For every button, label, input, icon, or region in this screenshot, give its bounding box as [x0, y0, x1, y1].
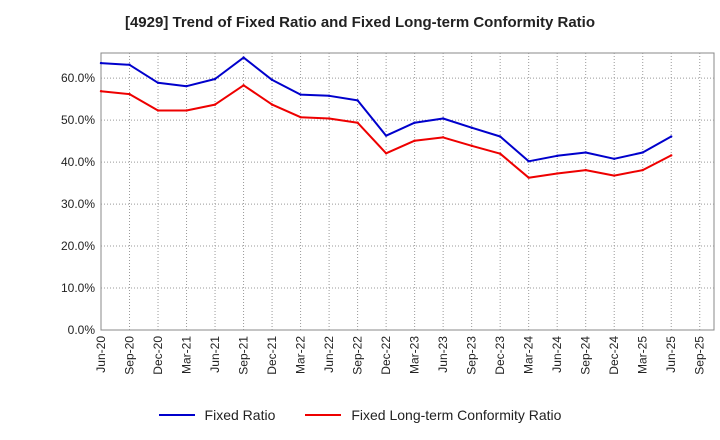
- data-point-fixed-long-term-conformity-ratio: [613, 174, 616, 177]
- data-point-fixed-long-term-conformity-ratio: [670, 154, 673, 157]
- x-tick-label: Mar-24: [522, 336, 536, 374]
- x-tick-label: Jun-22: [322, 336, 336, 373]
- x-tick-label: Sep-20: [123, 336, 137, 375]
- data-point-fixed-long-term-conformity-ratio: [498, 152, 502, 155]
- x-tick-label: Dec-21: [265, 336, 279, 375]
- x-tick-label: Dec-20: [151, 336, 165, 375]
- data-point-fixed-ratio: [413, 121, 416, 124]
- x-tick-label: Jun-24: [550, 336, 564, 373]
- data-point-fixed-long-term-conformity-ratio: [356, 121, 359, 124]
- data-point-fixed-ratio: [156, 81, 160, 84]
- data-point-fixed-long-term-conformity-ratio: [441, 136, 445, 139]
- data-point-fixed-long-term-conformity-ratio: [584, 168, 587, 172]
- x-tick-label: Jun-25: [664, 336, 678, 373]
- data-point-fixed-ratio: [527, 160, 530, 163]
- x-tick-label: Sep-23: [465, 336, 479, 375]
- legend-label-fixed-ratio: Fixed Ratio: [204, 407, 276, 423]
- data-point-fixed-long-term-conformity-ratio: [213, 103, 217, 106]
- data-point-fixed-ratio: [470, 126, 473, 129]
- legend-label-fixed-long-term-conformity-ratio: Fixed Long-term Conformity Ratio: [351, 407, 562, 423]
- data-point-fixed-ratio: [441, 117, 445, 120]
- x-tick-label: Jun-20: [94, 336, 108, 373]
- y-tick-label: 10.0%: [61, 281, 95, 295]
- data-point-fixed-long-term-conformity-ratio: [470, 144, 473, 147]
- series-layer: [99, 56, 673, 179]
- axes: 0.0% 10.0% 20.0% 30.0% 40.0% 50.0% 60.0% Jun-20…: [61, 71, 707, 375]
- data-point-fixed-long-term-conformity-ratio: [99, 89, 103, 93]
- plot-area: [100, 52, 715, 331]
- x-tick-label: Jun-23: [436, 336, 450, 373]
- data-point-fixed-long-term-conformity-ratio: [156, 109, 160, 112]
- data-point-fixed-ratio: [128, 63, 131, 66]
- data-point-fixed-long-term-conformity-ratio: [413, 139, 416, 142]
- y-tick-label: 30.0%: [61, 197, 95, 211]
- x-tick-label: Jun-21: [208, 336, 222, 373]
- y-tick-label: 50.0%: [61, 113, 95, 127]
- legend-item-fixed-long-term-conformity-ratio: Fixed Long-term Conformity Ratio: [305, 407, 561, 423]
- data-point-fixed-long-term-conformity-ratio: [299, 116, 302, 119]
- data-point-fixed-ratio: [498, 135, 502, 138]
- data-point-fixed-ratio: [242, 56, 245, 59]
- x-tick-label: Mar-22: [294, 336, 308, 374]
- grid-layer: [100, 52, 715, 331]
- data-point-fixed-long-term-conformity-ratio: [327, 117, 331, 120]
- y-tick-label: 60.0%: [61, 71, 95, 85]
- legend-swatch-fixed-ratio: [158, 414, 195, 416]
- data-point-fixed-long-term-conformity-ratio: [384, 152, 388, 155]
- data-point-fixed-long-term-conformity-ratio: [128, 92, 131, 96]
- x-tick-label: Dec-22: [379, 336, 393, 375]
- data-point-fixed-ratio: [327, 94, 331, 98]
- data-point-fixed-ratio: [356, 99, 359, 102]
- data-point-fixed-ratio: [99, 61, 103, 65]
- data-point-fixed-ratio: [384, 134, 388, 137]
- x-tick-label: Sep-24: [579, 336, 593, 375]
- data-point-fixed-ratio: [670, 135, 673, 138]
- chart-title: [4929] Trend of Fixed Ratio and Fixed Lo…: [124, 14, 596, 31]
- y-tick-label: 20.0%: [61, 239, 95, 253]
- x-tick-label: Sep-22: [351, 336, 365, 375]
- x-tick-label: Dec-24: [607, 336, 621, 375]
- data-point-fixed-ratio: [584, 151, 587, 154]
- y-tick-label: 40.0%: [61, 155, 95, 169]
- legend-swatch-fixed-long-term-conformity-ratio: [305, 414, 342, 416]
- data-point-fixed-long-term-conformity-ratio: [555, 172, 559, 175]
- data-point-fixed-long-term-conformity-ratio: [527, 176, 530, 179]
- x-tick-label: Dec-23: [493, 336, 507, 375]
- x-tick-label: Mar-21: [180, 336, 194, 374]
- legend-item-fixed-ratio: Fixed Ratio: [158, 407, 276, 423]
- data-point-fixed-ratio: [213, 77, 217, 81]
- data-point-fixed-ratio: [613, 157, 616, 160]
- x-tick-label: Mar-25: [636, 336, 650, 374]
- data-point-fixed-long-term-conformity-ratio: [185, 109, 188, 112]
- x-tick-label: Sep-21: [237, 336, 251, 375]
- data-point-fixed-ratio: [270, 78, 274, 82]
- data-point-fixed-ratio: [299, 93, 302, 96]
- legend: Fixed Ratio Fixed Long-term Conformity R…: [0, 404, 720, 426]
- data-point-fixed-long-term-conformity-ratio: [242, 84, 245, 87]
- data-point-fixed-ratio: [185, 84, 188, 88]
- data-point-fixed-long-term-conformity-ratio: [641, 168, 644, 172]
- data-point-fixed-ratio: [641, 151, 644, 154]
- y-tick-label: 0.0%: [68, 323, 96, 337]
- data-point-fixed-ratio: [555, 154, 559, 158]
- data-point-fixed-long-term-conformity-ratio: [270, 103, 274, 106]
- x-tick-label: Sep-25: [693, 336, 707, 375]
- x-tick-label: Mar-23: [408, 336, 422, 374]
